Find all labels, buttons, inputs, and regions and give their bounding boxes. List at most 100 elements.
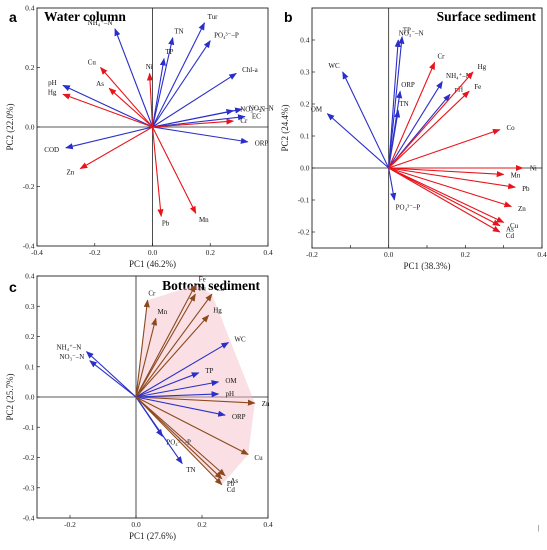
x-tick-label: 0.2 bbox=[206, 248, 216, 257]
vector-arrow bbox=[146, 72, 154, 128]
vector-arrow bbox=[135, 284, 196, 398]
vector-arrow bbox=[151, 36, 175, 128]
vector-arrow bbox=[388, 36, 405, 169]
y-tick-label: 0.4 bbox=[25, 4, 35, 13]
y-tick-label: 0.2 bbox=[25, 332, 35, 341]
vector-arrow bbox=[135, 391, 220, 398]
vector-arrow bbox=[152, 118, 235, 128]
vector-label: Fe bbox=[199, 275, 206, 283]
vector-arrow bbox=[135, 396, 183, 465]
vector-label: As bbox=[506, 225, 514, 233]
panel-c: -0.2 0.0 0.2 0.4 -0.4 -0.3 -0.2 -0.1 0.0 0.1 0.2 0.… bbox=[5, 272, 273, 541]
vector-label: Cr bbox=[437, 52, 445, 60]
vector-arrow bbox=[388, 167, 516, 190]
vector-label: As bbox=[96, 80, 104, 88]
x-tick-label: -0.4 bbox=[31, 248, 43, 257]
vector-label: PO₄³⁻–P bbox=[166, 439, 191, 447]
vector-label: PO₄³⁻–P bbox=[396, 203, 421, 211]
vector-label: Cr bbox=[240, 117, 248, 125]
vector-label: Ni bbox=[199, 285, 206, 293]
x-tick-label: 0.4 bbox=[537, 250, 547, 259]
vector-arrow bbox=[388, 61, 436, 169]
vector-label: Cd bbox=[227, 486, 236, 494]
y-tick-label: 0.0 bbox=[25, 393, 35, 402]
y-tick-label: -0.2 bbox=[23, 453, 35, 462]
y-tick-label: 0.3 bbox=[300, 68, 310, 77]
vector-arrow bbox=[62, 84, 153, 128]
y-axis-label: PC2 (22.0%) bbox=[5, 103, 15, 150]
vector-arrow bbox=[135, 396, 226, 477]
vector-arrow bbox=[89, 360, 137, 398]
vector-arrow bbox=[135, 317, 158, 398]
vector-label: Zn bbox=[262, 400, 270, 408]
vector-label: Ni bbox=[530, 165, 537, 173]
y-tick-label: 0.0 bbox=[300, 164, 310, 173]
vector-label: OM bbox=[311, 105, 323, 113]
vector-label: TN bbox=[399, 100, 408, 108]
vector-arrow bbox=[152, 72, 237, 128]
vector-arrow bbox=[114, 28, 154, 128]
y-tick-label: -0.2 bbox=[298, 228, 310, 237]
y-tick-label: 0.2 bbox=[300, 100, 310, 109]
x-tick-label: 0.0 bbox=[384, 250, 394, 259]
vector-arrow bbox=[135, 396, 249, 455]
y-tick-label: -0.1 bbox=[23, 423, 35, 432]
panel-label: a bbox=[9, 9, 17, 25]
vector-label: TP bbox=[165, 48, 173, 56]
vector-label: Hg bbox=[48, 88, 57, 96]
vector-label: As bbox=[230, 477, 238, 485]
vector-label: pH bbox=[48, 79, 57, 87]
vector-arrow bbox=[135, 342, 230, 398]
vector-label: NH₄⁺–N bbox=[57, 343, 82, 351]
vector-label: NH₄⁺–N bbox=[446, 72, 471, 80]
vector-label: OM bbox=[225, 377, 237, 385]
vector-arrow bbox=[152, 126, 197, 214]
x-tick-label: 0.2 bbox=[197, 520, 207, 529]
vector-label: COD bbox=[44, 146, 59, 154]
vector-label: NO₃⁻–N bbox=[59, 353, 84, 361]
vector-label: TP bbox=[205, 367, 213, 375]
vector-label: pH bbox=[454, 86, 463, 94]
vector-arrow bbox=[388, 167, 513, 208]
panel-title: Water column bbox=[44, 9, 126, 24]
x-axis-label: PC1 (46.2%) bbox=[129, 259, 176, 269]
vector-label: Cu bbox=[88, 59, 97, 67]
y-tick-label: 0.4 bbox=[25, 272, 35, 281]
vector-label: Zn bbox=[66, 169, 74, 177]
vector-arrow bbox=[135, 396, 223, 480]
vector-arrow bbox=[135, 396, 223, 486]
x-axis-label: PC1 (27.6%) bbox=[129, 531, 176, 541]
vector-arrow bbox=[342, 71, 390, 169]
panel-a: -0.4 -0.2 0.0 0.2 0.4 -0.4 -0.2 0.0 0.2 0.4 PC1 (4… bbox=[5, 4, 274, 269]
y-axis-label: PC2 (24.4%) bbox=[280, 104, 290, 151]
vector-arrow bbox=[135, 372, 200, 398]
x-tick-label: 0.4 bbox=[263, 520, 273, 529]
vector-arrow bbox=[388, 80, 443, 169]
vector-label: Hg bbox=[478, 63, 487, 71]
vector-label: Chl-a bbox=[242, 66, 258, 74]
vector-label: TN bbox=[186, 466, 195, 474]
vector-label: Cu bbox=[254, 454, 263, 462]
vector-arrow bbox=[388, 128, 501, 169]
vector-label: EC bbox=[252, 112, 261, 120]
vector-arrow bbox=[135, 299, 150, 398]
vector-label: Cu bbox=[510, 222, 519, 230]
vector-arrow bbox=[326, 113, 390, 169]
x-tick-label: -0.2 bbox=[64, 520, 76, 529]
vector-label: NO₃⁻–N bbox=[399, 30, 424, 38]
vector-label: WC bbox=[328, 62, 340, 70]
vector-label: ORP bbox=[401, 81, 415, 89]
vector-label: Cd bbox=[506, 232, 515, 240]
panel-b: -0.2 0.0 0.2 0.4 -0.2 -0.1 0.0 0.1 0.2 0.3 0.4 PC1 … bbox=[280, 7, 547, 271]
vector-label: Co bbox=[506, 124, 515, 132]
vector-arrow bbox=[388, 109, 401, 169]
vector-label: Tur bbox=[208, 13, 219, 21]
panel-label: b bbox=[284, 9, 293, 25]
y-tick-label: 0.1 bbox=[300, 132, 310, 141]
y-tick-label: 0.0 bbox=[25, 123, 35, 132]
vector-label: WC bbox=[234, 335, 246, 343]
vector-label: TN bbox=[174, 27, 183, 35]
y-tick-label: 0.3 bbox=[25, 302, 35, 311]
vector-arrow bbox=[135, 293, 213, 398]
